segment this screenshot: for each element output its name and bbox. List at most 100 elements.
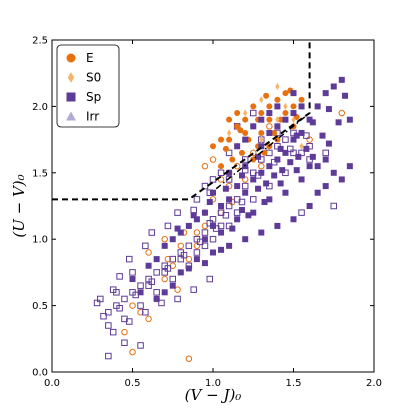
data-point-sp-open — [105, 322, 112, 329]
data-point-sp-open — [129, 269, 136, 276]
data-point-sp-filled — [293, 132, 300, 139]
data-point-e-filled — [250, 103, 257, 110]
data-point-sp-filled — [342, 92, 349, 99]
data-point-sp-filled — [226, 169, 233, 176]
data-point-sp-open — [148, 229, 156, 236]
data-point-sp-open — [298, 209, 305, 216]
y-axis-label: (U − V)₀ — [10, 174, 28, 237]
data-point-e-open — [250, 149, 257, 157]
data-point-sp-open — [225, 176, 233, 183]
data-point-sp-open — [330, 202, 337, 210]
data-point-sp-open — [137, 342, 144, 349]
data-point-sp-open — [190, 286, 197, 293]
data-point-sp-filled — [274, 222, 281, 229]
data-point-sp-filled — [210, 189, 216, 196]
data-point-e-filled — [222, 145, 229, 152]
data-point-sp-filled — [137, 289, 144, 296]
data-point-sp-filled — [129, 276, 136, 283]
data-point-sp-filled — [274, 103, 281, 110]
data-point-sp-open — [222, 212, 230, 219]
data-point-sp-filled — [338, 176, 345, 183]
data-point-sp-filled — [169, 236, 176, 243]
data-point-sp-open — [105, 352, 112, 360]
data-point-sp-filled — [234, 216, 241, 223]
data-point-sp-filled — [282, 116, 289, 123]
x-tick-label: 1.5 — [286, 378, 302, 389]
data-point-sp-open — [174, 209, 181, 216]
data-point-sp-open — [137, 282, 144, 289]
data-point-sp-open — [121, 339, 128, 347]
data-point-sp-filled — [346, 163, 353, 170]
data-point-sp-open — [142, 242, 149, 250]
data-point-sp-open — [287, 145, 294, 153]
data-point-sp-open — [282, 136, 289, 143]
data-point-e-filled — [238, 149, 245, 156]
data-point-sp-filled — [250, 176, 257, 183]
data-point-sp-filled — [218, 203, 225, 209]
data-point-e-filled — [218, 163, 225, 170]
data-point-sp-filled — [330, 83, 337, 90]
data-point-e-filled — [274, 96, 281, 103]
data-point-sp-open — [193, 196, 201, 203]
data-point-sp-filled — [185, 265, 192, 272]
y-tick-label: 0.0 — [32, 368, 48, 379]
data-point-sp-filled — [322, 183, 329, 190]
data-point-sp-open — [201, 182, 209, 190]
data-point-sp-filled — [306, 116, 313, 123]
boundary-layer — [52, 40, 311, 201]
data-point-s0-filled — [227, 129, 232, 137]
data-point-sp-open — [109, 328, 117, 336]
data-point-e-open — [185, 355, 193, 362]
data-point-sp-filled — [330, 169, 337, 176]
data-point-sp-filled — [314, 103, 321, 110]
data-point-sp-open — [206, 275, 214, 283]
data-point-sp-filled — [218, 246, 225, 253]
data-point-sp-filled — [274, 123, 281, 130]
data-point-sp-filled — [169, 282, 176, 289]
data-point-sp-filled — [190, 212, 197, 219]
data-point-sp-filled — [222, 185, 229, 192]
data-point-sp-filled — [234, 183, 241, 190]
data-point-sp-open — [209, 235, 217, 243]
data-point-sp-open — [116, 305, 123, 312]
data-point-sp-open — [164, 265, 172, 272]
x-tick-label: 1.0 — [205, 378, 221, 389]
data-point-sp-filled — [266, 163, 273, 170]
data-point-sp-filled — [322, 90, 329, 97]
legend-marker-s0 — [67, 72, 75, 83]
data-point-sp-filled — [250, 209, 257, 216]
data-point-sp-filled — [274, 156, 281, 163]
data-point-e-filled — [271, 129, 278, 136]
data-point-e-open — [161, 235, 168, 243]
data-point-e-open — [129, 302, 136, 309]
data-point-sp-open — [217, 169, 225, 177]
legend-box — [56, 44, 120, 128]
data-point-sp-open — [169, 275, 176, 283]
data-point-sp-open — [137, 302, 144, 309]
data-point-sp-filled — [298, 176, 305, 183]
data-point-sp-filled — [258, 143, 265, 150]
selection-boundary-dashed — [52, 40, 311, 201]
data-point-e-open — [161, 275, 168, 283]
data-point-e-filled — [234, 110, 241, 117]
legend-label-sp: Sp — [86, 90, 101, 104]
data-point-sp-open — [126, 318, 133, 325]
data-point-sp-filled — [234, 143, 241, 150]
data-point-sp-filled — [250, 123, 257, 130]
data-point-sp-open — [121, 295, 128, 303]
data-point-e-open — [129, 348, 136, 356]
x-axis-label: (V − J)₀ — [185, 386, 242, 404]
data-point-sp-open — [250, 109, 257, 117]
data-point-s0-filled — [259, 96, 264, 104]
data-point-sp-filled — [218, 229, 225, 236]
data-point-sp-filled — [263, 180, 270, 187]
x-tick-label: 0.5 — [125, 378, 141, 389]
data-point-e-filled — [263, 92, 270, 99]
data-point-sp-filled — [325, 140, 332, 147]
data-point-s0-filled — [243, 109, 248, 117]
data-point-e-open — [164, 255, 172, 263]
data-point-sp-filled — [185, 222, 192, 229]
data-point-sp-filled — [309, 153, 316, 160]
data-point-sp-filled — [322, 156, 329, 163]
